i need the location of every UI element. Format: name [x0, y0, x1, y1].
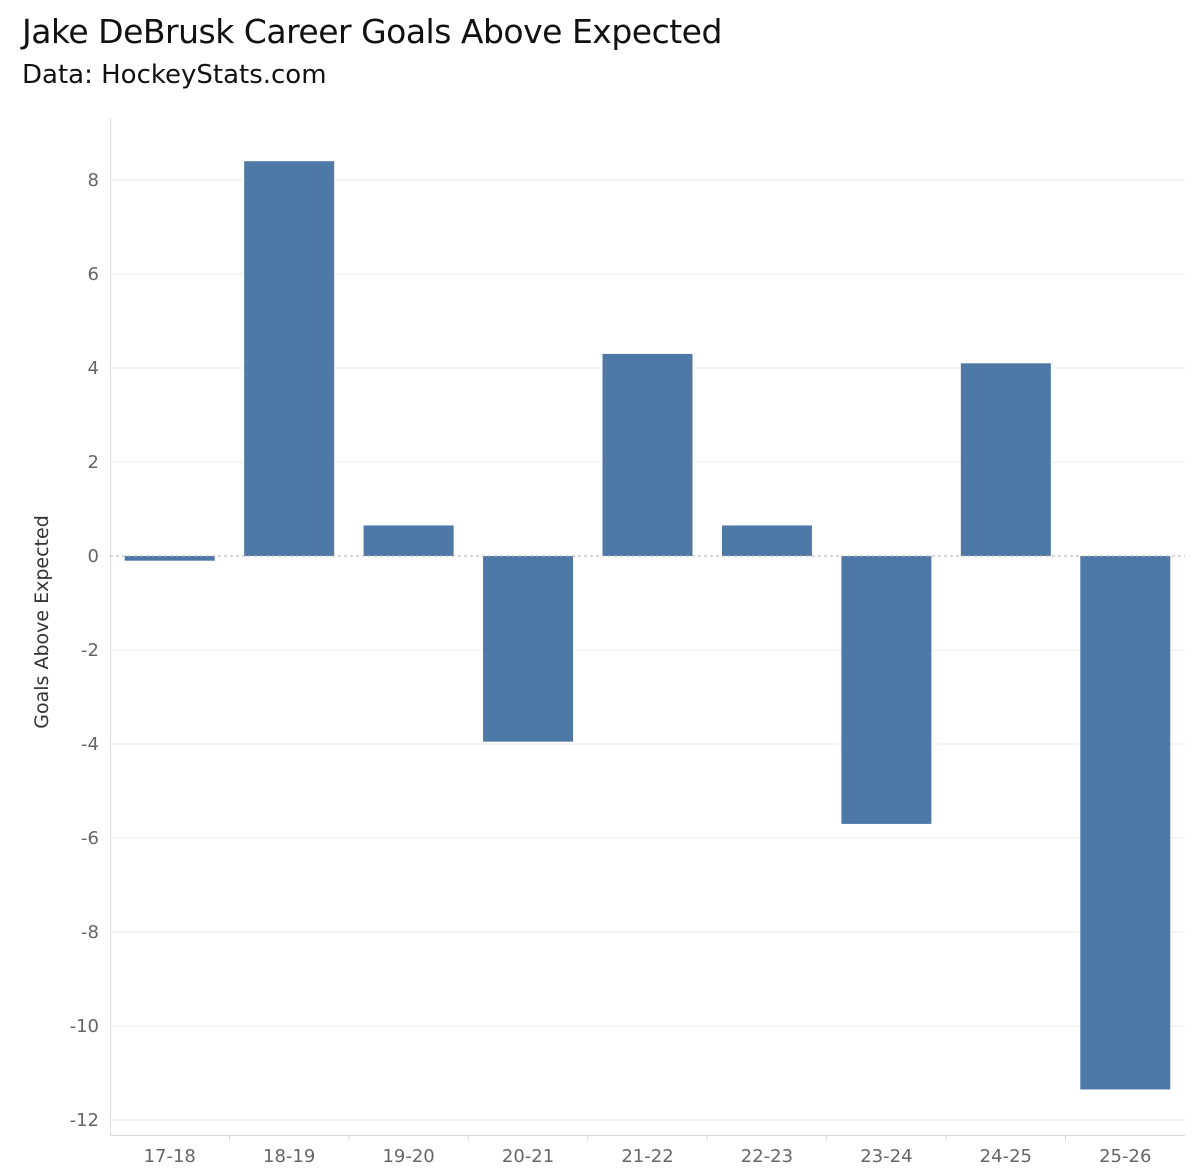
bar-23-24[interactable] — [841, 556, 932, 824]
x-tick-label: 20-21 — [502, 1146, 554, 1167]
x-tick-label: 23-24 — [860, 1146, 912, 1167]
y-tick-label: 8 — [88, 170, 99, 191]
bar-20-21[interactable] — [483, 556, 574, 742]
y-tick-label: -12 — [70, 1110, 99, 1131]
bar-19-20[interactable] — [363, 525, 454, 556]
x-tick-label: 25-26 — [1099, 1146, 1151, 1167]
y-tick-label: 6 — [88, 264, 99, 285]
y-tick-label: -2 — [81, 640, 99, 661]
x-tick-label: 17-18 — [144, 1146, 196, 1167]
y-axis-label: Goals Above Expected — [31, 515, 53, 729]
y-tick-label: -6 — [81, 828, 99, 849]
y-tick-label: -8 — [81, 922, 99, 943]
bar-18-19[interactable] — [244, 161, 335, 556]
bars — [124, 161, 1171, 1090]
bar-21-22[interactable] — [602, 353, 693, 556]
x-tick-label: 24-25 — [980, 1146, 1032, 1167]
bar-25-26[interactable] — [1080, 556, 1171, 1090]
y-tick-label: 0 — [88, 546, 99, 567]
x-tick-label: 21-22 — [621, 1146, 673, 1167]
bar-24-25[interactable] — [960, 363, 1051, 556]
x-tick-label: 19-20 — [382, 1146, 434, 1167]
y-tick-label: -10 — [70, 1016, 99, 1037]
y-tick-label: 4 — [88, 358, 99, 379]
x-tick-label: 22-23 — [741, 1146, 793, 1167]
x-tick-label: 18-19 — [263, 1146, 315, 1167]
bar-17-18[interactable] — [124, 556, 215, 561]
axes: 8 6 4 2 0 -2 -4 -6 -8 -10 -12 17-18 18-19 19-20 20-21 2… — [70, 118, 1185, 1167]
y-tick-label: -4 — [81, 734, 99, 755]
bar-22-23[interactable] — [721, 525, 812, 556]
y-tick-label: 2 — [88, 452, 99, 473]
chart-title: Jake DeBrusk Career Goals Above Expected — [22, 12, 722, 51]
chart-subtitle: Data: HockeyStats.com — [22, 60, 327, 90]
